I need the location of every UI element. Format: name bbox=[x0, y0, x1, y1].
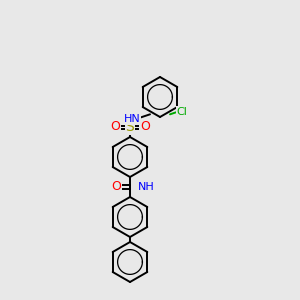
Text: O: O bbox=[110, 121, 120, 134]
Text: O: O bbox=[140, 121, 150, 134]
Text: S: S bbox=[126, 120, 134, 134]
Text: HN: HN bbox=[124, 114, 140, 124]
Text: NH: NH bbox=[138, 182, 154, 192]
Text: O: O bbox=[111, 181, 121, 194]
Text: Cl: Cl bbox=[177, 107, 188, 117]
